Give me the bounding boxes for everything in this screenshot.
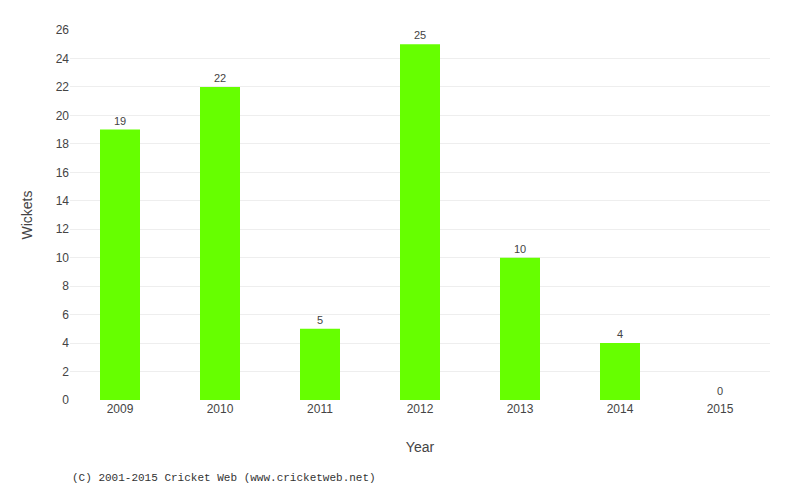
svg-text:20: 20 bbox=[56, 109, 70, 123]
svg-text:2009: 2009 bbox=[107, 402, 134, 416]
svg-text:14: 14 bbox=[56, 194, 70, 208]
svg-text:12: 12 bbox=[56, 222, 70, 236]
svg-text:24: 24 bbox=[56, 52, 70, 66]
svg-text:6: 6 bbox=[62, 308, 69, 322]
svg-text:8: 8 bbox=[62, 279, 69, 293]
svg-text:22: 22 bbox=[56, 80, 70, 94]
svg-text:2012: 2012 bbox=[407, 402, 434, 416]
svg-text:26: 26 bbox=[56, 23, 70, 37]
svg-text:(C) 2001-2015 Cricket Web (www: (C) 2001-2015 Cricket Web (www.cricketwe… bbox=[72, 472, 376, 484]
svg-text:2015: 2015 bbox=[707, 402, 734, 416]
svg-text:4: 4 bbox=[62, 336, 69, 350]
svg-text:2013: 2013 bbox=[507, 402, 534, 416]
svg-text:10: 10 bbox=[56, 251, 70, 265]
svg-text:2: 2 bbox=[62, 365, 69, 379]
svg-text:0: 0 bbox=[717, 385, 723, 397]
svg-text:10: 10 bbox=[514, 243, 526, 255]
svg-text:0: 0 bbox=[62, 393, 69, 407]
svg-text:25: 25 bbox=[414, 29, 426, 41]
svg-text:18: 18 bbox=[56, 137, 70, 151]
svg-text:Wickets: Wickets bbox=[19, 191, 35, 240]
svg-text:4: 4 bbox=[617, 328, 623, 340]
svg-text:5: 5 bbox=[317, 314, 323, 326]
svg-text:22: 22 bbox=[214, 72, 226, 84]
svg-text:2014: 2014 bbox=[607, 402, 634, 416]
svg-text:19: 19 bbox=[114, 115, 126, 127]
svg-text:2010: 2010 bbox=[207, 402, 234, 416]
svg-text:Year: Year bbox=[406, 439, 435, 455]
svg-text:16: 16 bbox=[56, 166, 70, 180]
svg-text:2011: 2011 bbox=[307, 402, 333, 416]
